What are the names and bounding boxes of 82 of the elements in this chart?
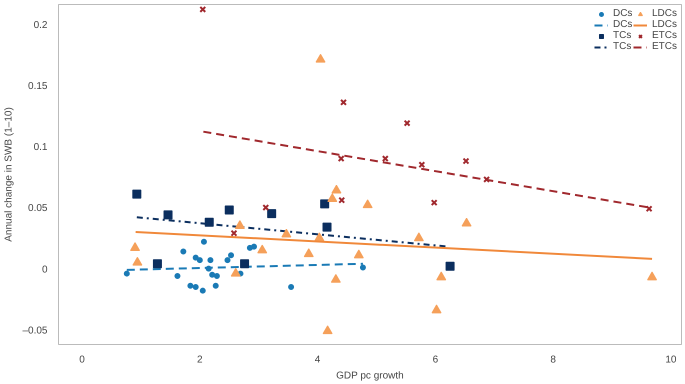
point (404, 120, 411, 127)
point (192, 254, 199, 261)
point (224, 257, 230, 264)
point (230, 230, 238, 237)
y-tick-label: 0 (42, 264, 48, 276)
point (200, 288, 206, 294)
y-tick-label: 0.05 (28, 203, 48, 214)
x-tick-label: 10 (665, 354, 677, 366)
point (330, 274, 341, 283)
y-tick-label: –0.05 (22, 326, 48, 337)
point (338, 155, 345, 162)
point (327, 193, 338, 202)
point (257, 244, 268, 254)
y-axis-title: Annual change in SWB (1–10) (3, 107, 14, 242)
point (192, 284, 199, 290)
point (418, 161, 426, 168)
point (331, 184, 342, 194)
point (338, 196, 346, 204)
y-tick-label: 0.2 (34, 20, 48, 31)
point (132, 256, 142, 266)
point (196, 257, 203, 264)
point (462, 218, 472, 227)
point (164, 210, 173, 220)
point (316, 54, 326, 63)
point (207, 257, 214, 264)
point (130, 242, 140, 251)
point (250, 244, 257, 250)
point (430, 199, 438, 206)
legend-label: ETCs (652, 41, 677, 52)
point (180, 248, 186, 255)
point (340, 98, 347, 106)
point (187, 282, 194, 289)
point (414, 232, 424, 242)
point (304, 248, 314, 258)
point (281, 228, 292, 238)
x-tick-label: 4 (314, 354, 321, 366)
point (432, 304, 442, 314)
point (124, 270, 130, 277)
point (174, 273, 180, 280)
legend-label: TCs (612, 30, 632, 41)
legend-label: LDCs (652, 8, 677, 19)
y-tick-label: 0.1 (34, 142, 48, 154)
point (322, 222, 332, 232)
x-tick-label: 0 (79, 354, 86, 366)
point (209, 272, 216, 278)
legend-label: ETCs (652, 30, 677, 41)
point (212, 282, 219, 289)
point (362, 199, 373, 208)
point (483, 176, 490, 183)
legend-label: TCs (612, 41, 632, 52)
point (204, 218, 214, 227)
point (360, 264, 366, 270)
legend-label: DCs (612, 8, 633, 19)
x-tick-label: 6 (432, 354, 439, 366)
legend-label: LDCs (652, 19, 677, 30)
y-tick-label: 0.15 (28, 80, 48, 92)
point (224, 205, 234, 214)
point (646, 205, 653, 212)
point (446, 262, 455, 271)
point (322, 325, 333, 334)
point (382, 155, 389, 162)
point (234, 220, 245, 229)
point (200, 238, 207, 245)
point (228, 252, 234, 258)
x-tick-label: 8 (550, 354, 556, 366)
point (267, 209, 276, 218)
point (288, 284, 294, 290)
x-axis-title: GDP pc growth (336, 370, 404, 382)
point (436, 272, 446, 280)
point (262, 204, 270, 211)
point (354, 250, 364, 258)
point (462, 158, 470, 165)
point (320, 199, 330, 208)
point (230, 268, 241, 277)
legend-label: DCs (612, 19, 633, 30)
point (647, 272, 658, 280)
point (214, 273, 220, 280)
point (199, 6, 206, 13)
point (152, 259, 162, 268)
point (240, 259, 250, 268)
point (132, 190, 142, 199)
x-tick-label: 2 (197, 354, 204, 366)
